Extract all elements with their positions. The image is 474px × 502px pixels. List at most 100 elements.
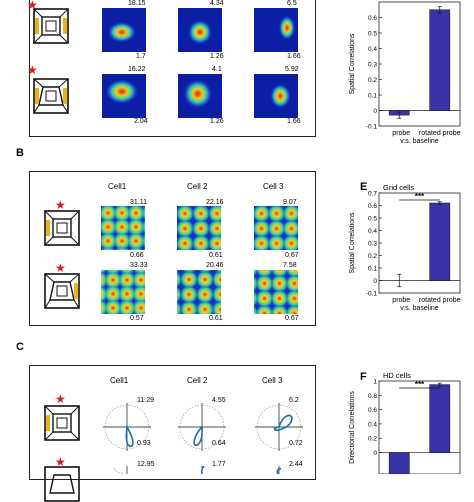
x-axis-label: v.s. baseline: [400, 305, 438, 312]
y-tick-label: 0.3: [368, 62, 377, 69]
significance-stars: ***: [415, 380, 425, 389]
min-rate: 0.64: [212, 440, 226, 447]
y-tick-label: 0.2: [368, 436, 377, 443]
place-rate-map: [178, 74, 222, 118]
y-tick-label: 0.2: [368, 253, 377, 260]
min-rate: 0.93: [137, 440, 151, 447]
place-rate-map: [254, 74, 298, 118]
star-icon: ★: [55, 392, 66, 406]
y-tick-label: 0: [373, 450, 377, 457]
peak-rate: 2.44: [289, 461, 303, 468]
peak-rate: 4.1: [212, 66, 222, 73]
min-rate: 2.04: [134, 118, 148, 125]
peak-rate: 4.34: [210, 0, 224, 7]
y-tick-label: 0.8: [368, 393, 377, 400]
peak-rate: 11.29: [137, 397, 154, 404]
y-tick-label: 0.1: [368, 93, 377, 100]
x-tick-label: rotated probe: [419, 297, 461, 304]
grid-rate-map: [177, 270, 221, 314]
y-tick-label: 0: [373, 108, 377, 115]
peak-rate: 22.16: [206, 199, 224, 206]
y-tick-label: 0.4: [368, 46, 377, 53]
peak-rate: 16.22: [128, 66, 146, 73]
cell-header: Cell 2: [187, 376, 208, 385]
hd-polar-plot: [103, 403, 151, 451]
min-rate: 0.61: [209, 252, 223, 259]
arena-square-icon: [44, 210, 80, 246]
chart-title: HD cells: [383, 371, 411, 380]
peak-rate: 9.07: [283, 199, 297, 206]
x-tick-label: probe: [392, 130, 410, 137]
y-tick-label: 0: [373, 278, 377, 285]
peak-rate: 20.46: [206, 262, 224, 269]
peak-rate: 4.55: [212, 397, 226, 404]
star-icon: ★: [27, 63, 38, 77]
grid-rate-map: [254, 270, 298, 314]
peak-rate: 33.33: [130, 262, 148, 269]
y-axis-label: Directional Correlations: [349, 391, 356, 464]
star-icon: ★: [27, 0, 38, 12]
bar: [429, 9, 451, 111]
chart-title: Grid cells: [383, 183, 415, 192]
chart-e: -0.1 0 0.1 0.2 0.3 0.4 0.5 0.6 0.7 Spatial Correl…: [349, 183, 461, 312]
grid-rate-map: [101, 206, 145, 250]
star-icon: ★: [55, 198, 66, 212]
grid-rate-map: [101, 270, 145, 314]
x-tick-label: rotated probe: [419, 130, 461, 137]
min-rate: 0.67: [285, 315, 299, 322]
bar: [388, 452, 410, 474]
y-tick-label: 0.2: [368, 77, 377, 84]
hd-polar-plot: [200, 466, 205, 474]
y-tick-label: 0.7: [368, 191, 377, 198]
y-tick-label: 0.1: [368, 266, 377, 273]
min-rate: 0.72: [289, 440, 303, 447]
min-rate: 1.26: [210, 53, 224, 60]
star-icon: ★: [55, 261, 66, 275]
star-icon: ★: [55, 455, 66, 469]
place-rate-map: [254, 8, 298, 52]
peak-rate: 12.95: [137, 461, 155, 468]
panel-label-c: C: [16, 341, 24, 353]
arena-trapezoid-icon: [44, 466, 80, 502]
arena-square-icon: [33, 8, 69, 44]
place-rate-map: [178, 8, 222, 52]
x-tick-label: probe: [392, 297, 410, 304]
y-axis-label: Spatial Correlations: [349, 33, 356, 95]
significance-stars: ***: [415, 192, 425, 201]
peak-rate: 1.77: [212, 461, 226, 468]
y-tick-label: -0.1: [366, 124, 378, 131]
grid-rate-map: [254, 206, 298, 250]
peak-rate: 18.15: [128, 0, 146, 7]
peak-rate: 6.5: [287, 0, 297, 7]
cell-header: Cell1: [110, 376, 129, 385]
y-tick-label: 0.6: [368, 407, 377, 414]
grid-rate-map: [177, 206, 221, 250]
y-axis-label: Spatial Correlations: [349, 212, 356, 274]
chart-d: -0.1 0 0.1 0.2 0.3 0.4 0.5 0.6 Spatial Correlati…: [349, 1, 461, 145]
peak-rate: 5.92: [285, 66, 299, 73]
hd-polar-plot: [113, 466, 128, 474]
panel-label-b: B: [16, 147, 24, 159]
min-rate: 1.26: [210, 118, 224, 125]
y-tick-label: 0.5: [368, 31, 377, 38]
y-tick-label: 0.3: [368, 241, 377, 248]
y-tick-label: 0.6: [368, 15, 377, 22]
peak-rate: 7.58: [283, 262, 297, 269]
y-tick-label: 1: [373, 379, 377, 386]
cell-header: Cell 3: [262, 376, 283, 385]
x-axis-label: v.s. baseline: [400, 138, 438, 145]
cell-header: Cell 2: [187, 182, 208, 191]
y-tick-label: 0.5: [368, 216, 377, 223]
arena-trapezoid-icon: [44, 273, 80, 309]
y-tick-label: 0.4: [368, 421, 377, 428]
place-rate-map: [102, 8, 146, 52]
panel-c-frame: [29, 365, 316, 480]
panel-label-f: F: [360, 371, 367, 383]
cell-header: Cell1: [108, 182, 127, 191]
min-rate: 0.57: [130, 315, 144, 322]
y-tick-label: 0.4: [368, 228, 377, 235]
min-rate: 1.66: [287, 53, 301, 60]
bar: [429, 202, 451, 281]
min-rate: 1.7: [136, 53, 146, 60]
arena-trapezoid-icon: [33, 78, 69, 114]
